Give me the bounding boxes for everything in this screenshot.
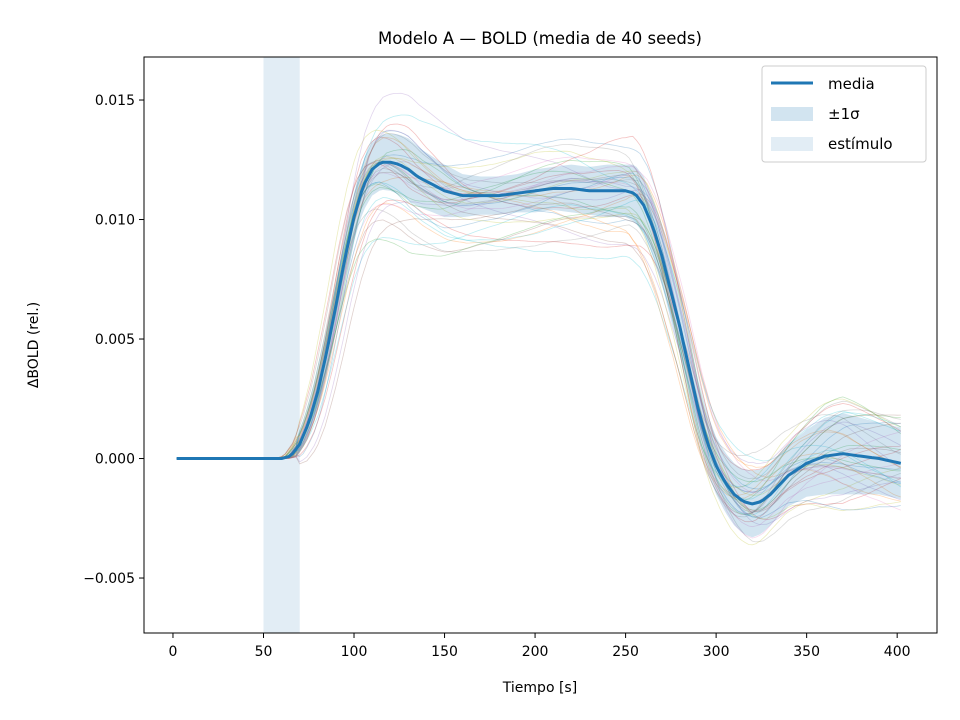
stimulus-band (263, 57, 300, 633)
chart-title: Modelo A — BOLD (media de 40 seeds) (378, 29, 702, 48)
seed-trace (176, 138, 901, 518)
seed-trace (176, 163, 901, 511)
y-tick-label: 0.010 (95, 213, 135, 229)
x-tick-label: 150 (431, 644, 458, 660)
seed-trace (176, 114, 902, 516)
seed-trace (176, 157, 901, 496)
y-tick-label: 0.005 (95, 332, 135, 348)
legend-label-mean: media (828, 75, 875, 93)
seed-trace (176, 132, 901, 480)
seed-traces (176, 92, 902, 546)
x-tick-label: 250 (612, 644, 639, 660)
x-axis: 0 50 100 150 200 250 300 350 400 (169, 633, 911, 660)
sigma-band (296, 133, 901, 538)
y-axis: −0.005 0.000 0.005 0.010 0.015 (83, 93, 144, 587)
seed-trace (176, 177, 901, 526)
legend-box (761, 65, 927, 163)
y-axis-label: ΔBOLD (rel.) (26, 302, 42, 388)
seed-trace (176, 150, 901, 546)
legend-swatch-stimulus (771, 137, 813, 151)
seed-trace (176, 160, 901, 515)
seed-trace (176, 181, 901, 488)
legend: media ±1σ estímulo (761, 65, 927, 163)
y-tick-label: 0.015 (95, 93, 135, 109)
seed-trace (176, 149, 901, 511)
seed-trace (176, 129, 902, 469)
y-tick-label: −0.005 (83, 571, 135, 587)
y-tick-label: 0.000 (95, 452, 135, 468)
legend-label-stimulus: estímulo (828, 135, 893, 153)
x-tick-label: 400 (884, 644, 911, 660)
seed-trace (176, 136, 901, 468)
mean-series-line (176, 160, 902, 506)
legend-label-sigma: ±1σ (828, 105, 860, 123)
seed-trace (176, 123, 901, 521)
x-tick-label: 100 (341, 644, 368, 660)
plot-area (143, 56, 938, 634)
x-tick-label: 300 (703, 644, 730, 660)
plot-frame (143, 56, 938, 634)
seed-trace (176, 135, 901, 512)
seed-trace (176, 176, 901, 499)
x-tick-label: 50 (255, 644, 273, 660)
seed-trace (176, 162, 901, 523)
seed-trace (176, 144, 901, 518)
seed-trace (176, 172, 901, 528)
x-tick-label: 200 (522, 644, 549, 660)
seed-trace (176, 199, 902, 471)
x-tick-label: 350 (793, 644, 820, 660)
seed-trace (176, 208, 901, 459)
seed-trace (176, 202, 901, 513)
x-tick-label: 0 (169, 644, 178, 660)
x-axis-label: Tiempo [s] (502, 680, 577, 696)
seed-trace (176, 172, 901, 490)
seed-trace (176, 204, 901, 500)
seed-trace (176, 161, 901, 501)
seed-trace (176, 197, 901, 484)
seed-trace (176, 206, 901, 483)
legend-swatch-sigma (771, 107, 813, 121)
seed-trace (176, 194, 901, 502)
seed-trace (176, 129, 901, 489)
